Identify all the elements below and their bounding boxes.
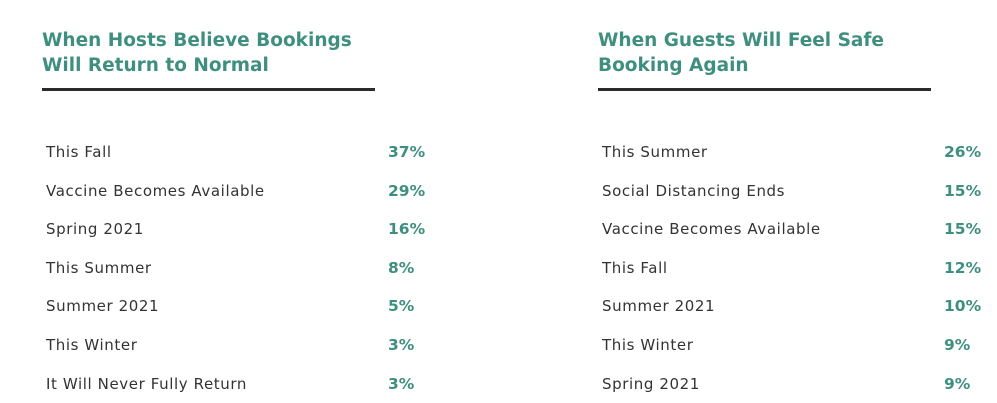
row-label: It Will Never Fully Return xyxy=(46,374,248,393)
row-label: Spring 2021 xyxy=(602,374,700,393)
title-underline xyxy=(42,88,375,91)
row-label: Vaccine Becomes Available xyxy=(602,220,821,239)
row-value: 26% xyxy=(944,143,982,161)
row-label: This Summer xyxy=(46,258,152,277)
panel-title: When Hosts Believe Bookings xyxy=(42,30,352,51)
row-value: 15% xyxy=(944,181,982,200)
row-label: Summer 2021 xyxy=(602,297,716,316)
row-label: Social Distancing Ends xyxy=(602,181,786,200)
row-label: This Fall xyxy=(46,143,112,161)
row-label: This Winter xyxy=(46,336,138,354)
row-value: 37% xyxy=(388,143,426,161)
row-label: This Fall xyxy=(602,258,668,277)
panel-title: When Guests Will Feel Safe xyxy=(598,30,884,51)
row-value: 9% xyxy=(944,336,971,354)
row-value: 16% xyxy=(388,220,426,239)
row-value: 3% xyxy=(388,374,415,393)
row-label: This Summer xyxy=(602,143,708,161)
row-label: Summer 2021 xyxy=(46,297,160,316)
panel-title: Booking Again xyxy=(598,55,749,76)
row-label: Vaccine Becomes Available xyxy=(46,181,265,200)
row-value: 12% xyxy=(944,258,982,277)
row-value: 3% xyxy=(388,336,415,354)
panel-title: Will Return to Normal xyxy=(42,55,269,76)
row-value: 9% xyxy=(944,374,971,393)
row-value: 10% xyxy=(944,297,982,316)
row-value: 29% xyxy=(388,181,426,200)
title-underline xyxy=(598,88,931,91)
row-value: 8% xyxy=(388,258,415,277)
row-label: This Winter xyxy=(602,336,694,354)
row-value: 5% xyxy=(388,297,415,316)
row-label: Spring 2021 xyxy=(46,220,144,239)
row-value: 15% xyxy=(944,220,982,239)
